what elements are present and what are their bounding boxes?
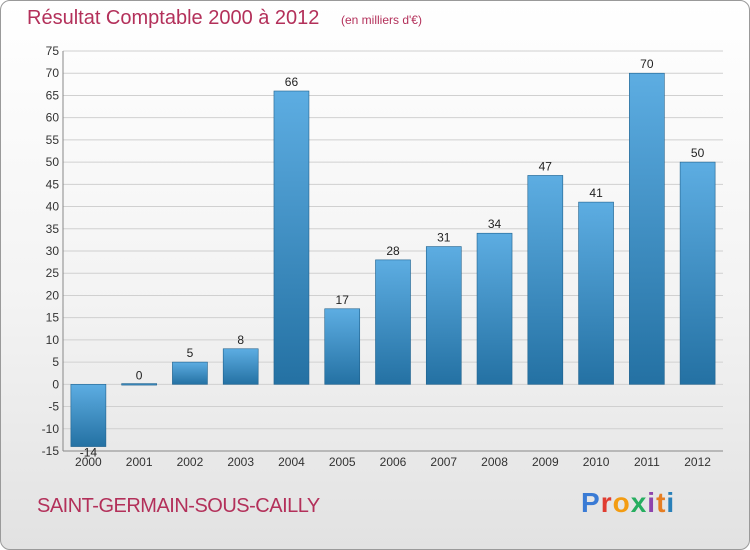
value-label: -14 — [80, 446, 98, 460]
y-tick-label: 65 — [46, 88, 60, 102]
value-label: 5 — [187, 346, 194, 360]
y-tick-label: 25 — [46, 266, 60, 280]
y-tick-label: -10 — [42, 422, 60, 436]
x-tick-label: 2006 — [380, 455, 407, 469]
x-tick-label: 2004 — [278, 455, 305, 469]
value-label: 70 — [640, 57, 654, 71]
y-tick-label: 30 — [46, 244, 60, 258]
bar-2012[interactable] — [679, 161, 716, 385]
chart-title: Résultat Comptable 2000 à 2012 — [27, 7, 320, 29]
x-tick-label: 2000 — [75, 455, 102, 469]
y-tick-label: 35 — [46, 222, 60, 236]
value-label: 34 — [488, 217, 502, 231]
logo-letter: P — [581, 487, 601, 518]
y-tick-label: 0 — [52, 377, 59, 391]
chart-subtitle: (en milliers d'€) — [341, 13, 422, 27]
value-label: 66 — [285, 75, 299, 89]
x-tick-label: 2002 — [177, 455, 204, 469]
y-tick-label: 45 — [46, 177, 60, 191]
bar-2007[interactable] — [425, 246, 462, 385]
value-label: 41 — [589, 186, 603, 200]
x-tick-label: 2007 — [430, 455, 457, 469]
logo-letter: r — [600, 487, 613, 518]
bar-2008[interactable] — [476, 232, 513, 385]
x-tick-label: 2003 — [227, 455, 254, 469]
logo-letter: i — [647, 487, 657, 518]
bars — [70, 72, 716, 447]
value-label: 28 — [386, 244, 400, 258]
y-tick-label: -15 — [42, 444, 60, 458]
x-tick-label: 2008 — [481, 455, 508, 469]
y-tick-label: 50 — [46, 155, 60, 169]
x-tick-label: 2009 — [532, 455, 559, 469]
value-label: 17 — [336, 293, 350, 307]
y-tick-label: 75 — [46, 44, 60, 58]
x-tick-label: 2005 — [329, 455, 356, 469]
x-tick-label: 2012 — [684, 455, 711, 469]
logo-letter: x — [630, 487, 648, 518]
value-label: 8 — [237, 333, 244, 347]
proxiti-logo[interactable]: Proxiti — [581, 487, 675, 519]
y-tick-label: 60 — [46, 111, 60, 125]
bar-2000[interactable] — [70, 384, 107, 447]
bar-2005[interactable] — [324, 308, 361, 385]
logo-letter: t — [656, 487, 667, 518]
bar-2003[interactable] — [222, 348, 259, 385]
commune-name: SAINT-GERMAIN-SOUS-CAILLY — [37, 495, 320, 517]
value-label: 31 — [437, 231, 451, 245]
bar-2010[interactable] — [578, 201, 614, 385]
y-tick-label: 70 — [46, 66, 60, 80]
bar-2002[interactable] — [172, 361, 208, 385]
x-tick-label: 2010 — [583, 455, 610, 469]
bar-2006[interactable] — [375, 259, 411, 385]
y-tick-label: 15 — [46, 311, 60, 325]
y-tick-label: -5 — [48, 400, 59, 414]
value-label: 50 — [691, 146, 705, 160]
logo-letter: i — [666, 487, 676, 518]
value-label: 0 — [136, 368, 143, 382]
y-tick-label: 5 — [52, 355, 59, 369]
y-tick-label: 40 — [46, 200, 60, 214]
bar-2001[interactable] — [121, 383, 157, 386]
y-tick-label: 20 — [46, 288, 60, 302]
logo-letter: o — [612, 487, 631, 518]
y-tick-label: 10 — [46, 333, 60, 347]
value-label: 47 — [539, 159, 553, 173]
x-tick-label: 2001 — [126, 455, 153, 469]
bar-2009[interactable] — [527, 175, 564, 385]
bar-2004[interactable] — [273, 90, 310, 385]
bar-2011[interactable] — [629, 72, 665, 385]
x-tick-label: 2011 — [634, 455, 660, 469]
y-tick-label: 55 — [46, 133, 60, 147]
